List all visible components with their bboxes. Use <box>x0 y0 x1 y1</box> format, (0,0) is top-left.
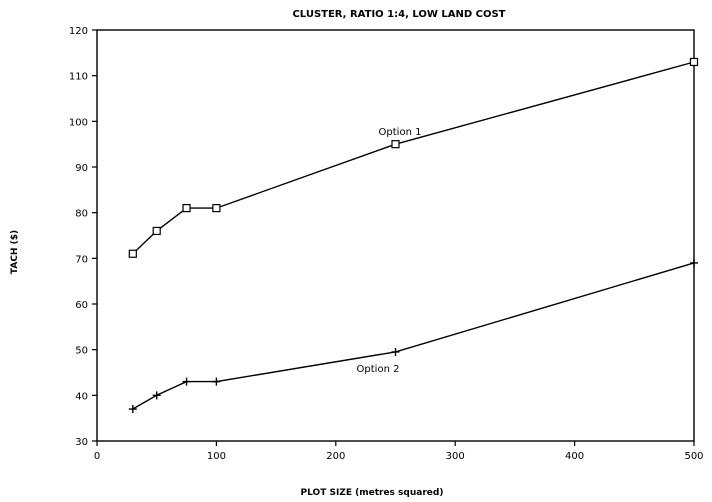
y-tick-label-3: 60 <box>75 300 88 311</box>
x-tick-label-1: 100 <box>207 451 226 462</box>
series-2-label: Option 2 <box>357 364 400 375</box>
series-1-point-4 <box>392 141 399 148</box>
series-2-point-0 <box>129 405 137 413</box>
y-tick-label-7: 100 <box>69 117 88 128</box>
series-2-point-2 <box>183 378 191 386</box>
series-2-point-1 <box>153 391 161 399</box>
y-tick-label-8: 110 <box>69 72 88 83</box>
y-tick-label-0: 30 <box>75 437 88 448</box>
series-1-point-2 <box>183 205 190 212</box>
series-2-line <box>133 263 694 409</box>
series-1-point-3 <box>213 205 220 212</box>
series-2-point-3 <box>212 378 220 386</box>
x-tick-label-0: 0 <box>94 451 100 462</box>
series-1-point-1 <box>153 227 160 234</box>
chart-title: CLUSTER, RATIO 1:4, LOW LAND COST <box>292 9 505 20</box>
x-tick-label-5: 500 <box>684 451 703 462</box>
series-1-point-0 <box>129 250 136 257</box>
series-1-point-5 <box>691 58 698 65</box>
x-tick-label-3: 300 <box>446 451 465 462</box>
x-tick-label-4: 400 <box>565 451 584 462</box>
y-axis-label: TACH ($) <box>10 230 20 274</box>
series-2-point-5 <box>690 259 698 267</box>
y-tick-label-2: 50 <box>75 346 88 357</box>
y-tick-label-9: 120 <box>69 26 88 37</box>
series-1-line <box>133 62 694 254</box>
series-2-point-4 <box>392 348 400 356</box>
y-tick-label-1: 40 <box>75 391 88 402</box>
plot-area: 0 100 200 300 400 500 30 40 50 60 70 80 90 100 110 120 O… <box>69 26 704 462</box>
x-tick-label-2: 200 <box>326 451 345 462</box>
series-1-label: Option 1 <box>379 127 422 138</box>
y-tick-label-6: 90 <box>75 163 88 174</box>
y-tick-label-4: 70 <box>75 254 88 265</box>
y-tick-label-5: 80 <box>75 209 88 220</box>
x-axis-label: PLOT SIZE (metres squared) <box>301 488 444 498</box>
